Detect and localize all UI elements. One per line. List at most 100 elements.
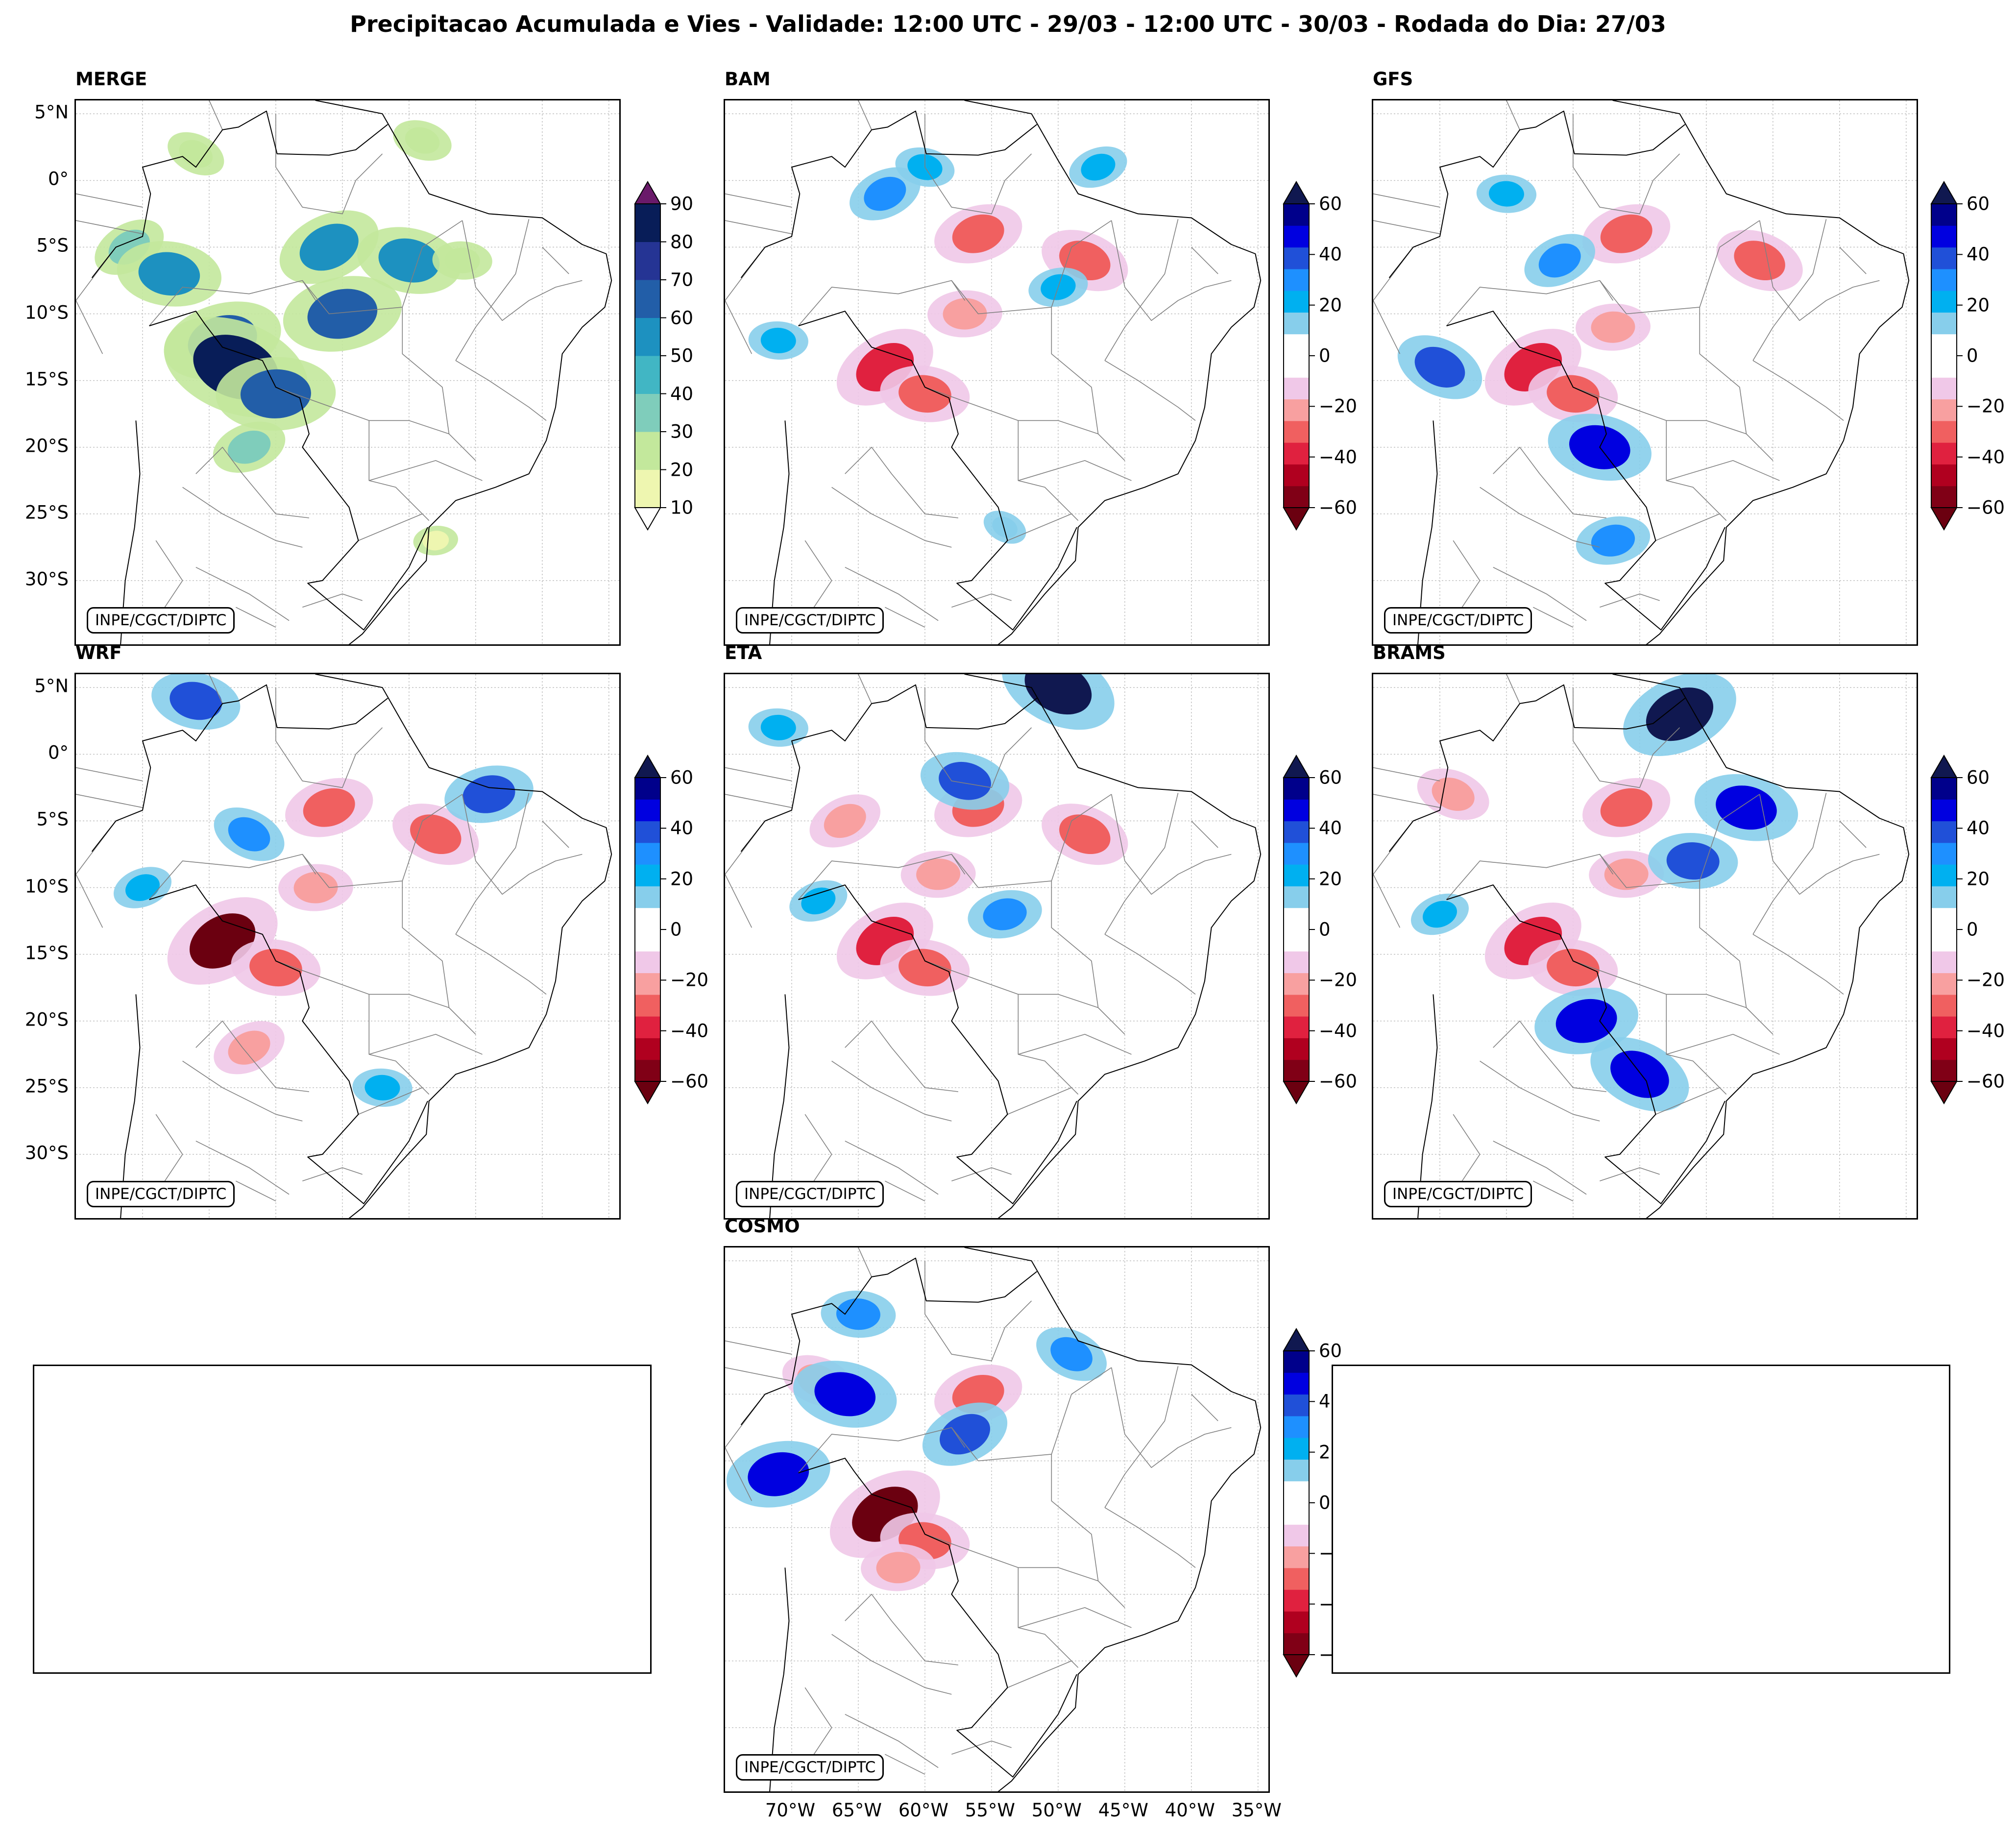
field-core (228, 1030, 270, 1065)
field-core (940, 1414, 991, 1455)
state-border (461, 794, 583, 895)
colorbar-tick-label: −60 (1319, 1071, 1358, 1092)
colorbar-tick-label: −60 (1319, 497, 1358, 518)
state-border (1104, 934, 1196, 995)
credit-badge: INPE/CGCT/DIPTC (87, 1181, 235, 1207)
lat-tick-label: 0° (48, 742, 69, 763)
map-canvas (1373, 674, 1917, 1218)
state-border (798, 280, 966, 326)
state-border (302, 593, 363, 608)
colorbar-segment (1284, 929, 1309, 952)
colorbar-segment (635, 951, 660, 974)
colorbar-segment (1284, 1394, 1309, 1417)
colorbar-under-extend (634, 1081, 661, 1104)
lat-tick-label: 5°N (34, 101, 69, 123)
colorbar-segment (1931, 334, 1957, 356)
panel-title: COSMO (725, 1216, 800, 1237)
field-core (240, 369, 311, 418)
colorbar-tick-label: 0 (1967, 919, 1978, 940)
map-canvas (725, 100, 1268, 644)
state-border (455, 934, 547, 995)
map-canvas (1373, 100, 1917, 644)
empty-axes-left (33, 1365, 652, 1674)
national-border (1446, 884, 1725, 1204)
colorbar-segment (1284, 312, 1309, 335)
field-core (1604, 858, 1649, 890)
colorbar-segment (1284, 225, 1309, 248)
state-border (1191, 820, 1218, 848)
lat-tick-label: 5°S (36, 235, 69, 256)
credit-badge: INPE/CGCT/DIPTC (1384, 607, 1532, 634)
map-canvas (76, 100, 619, 644)
field-core (1547, 949, 1600, 987)
state-border (845, 1593, 892, 1621)
lat-tick-label: 15°S (24, 368, 69, 390)
state-border (209, 674, 223, 704)
colorbar-segment (1284, 973, 1309, 995)
colorbar-segment (1284, 1459, 1309, 1482)
national-border (798, 1458, 1077, 1778)
colorbar-segment (1284, 1038, 1309, 1060)
state-border (1104, 360, 1196, 421)
state-border (1506, 100, 1520, 130)
state-border (358, 514, 423, 541)
colorbar-under-extend (1283, 1654, 1310, 1678)
field-core (1716, 785, 1777, 830)
state-border (1666, 460, 1780, 481)
field-core (760, 714, 796, 740)
lat-tick-label: 25°S (24, 502, 69, 523)
field-core (1488, 181, 1524, 207)
national-border (91, 110, 389, 278)
state-border (242, 1047, 309, 1092)
colorbar-segment (1284, 778, 1309, 800)
coastline (315, 100, 612, 644)
colorbar-segment (1284, 420, 1309, 443)
colorbar-tick-label: 20 (1967, 868, 1990, 890)
state-border (1191, 246, 1218, 274)
colorbar-tick-label: 60 (1967, 193, 1990, 215)
colorbar-tick-label: −20 (1967, 395, 2005, 417)
field-core (1646, 687, 1714, 741)
state-border (1480, 487, 1600, 548)
state-border (1839, 246, 1867, 274)
colorbar-tick-label: 20 (1319, 868, 1342, 890)
state-border (195, 566, 290, 621)
field-core (1555, 999, 1617, 1043)
state-border (725, 820, 766, 928)
state-border (1111, 220, 1232, 321)
state-border (1373, 246, 1414, 354)
field-core (1600, 214, 1652, 253)
colorbar-under-extend (634, 507, 661, 531)
colorbar-tick-label: 60 (1319, 767, 1342, 788)
coastline (964, 100, 1262, 644)
state-border (884, 1180, 925, 1201)
colorbar-tick-label: 10 (670, 497, 694, 518)
state-border (235, 607, 276, 628)
colorbar-tick-label: 60 (670, 307, 694, 328)
field-core (992, 516, 1018, 538)
map-area: INPE/CGCT/DIPTC (1372, 99, 1918, 646)
state-border (1573, 960, 1747, 1008)
coastline (769, 994, 790, 1218)
field-core (916, 858, 961, 890)
colorbar-tick-label: 60 (1319, 193, 1342, 215)
panel-title: ETA (725, 642, 762, 663)
colorbar-tick-label: 80 (670, 231, 694, 252)
state-border (1373, 767, 1440, 782)
colorbar-segment (1284, 951, 1309, 974)
field-core (1610, 1051, 1669, 1098)
colorbar-segment (1284, 269, 1309, 291)
state-border (209, 100, 223, 130)
field-core (138, 252, 200, 296)
state-border (891, 1620, 958, 1665)
field-core (1059, 814, 1111, 855)
state-border (725, 220, 792, 234)
field-core (824, 804, 866, 838)
colorbar-segment (635, 842, 660, 865)
state-border (369, 1034, 483, 1055)
state-border (1018, 1567, 1079, 1668)
colorbar-segment (1284, 1546, 1309, 1568)
state-border (884, 1754, 925, 1775)
state-border (302, 1167, 363, 1182)
field-core (760, 327, 796, 353)
